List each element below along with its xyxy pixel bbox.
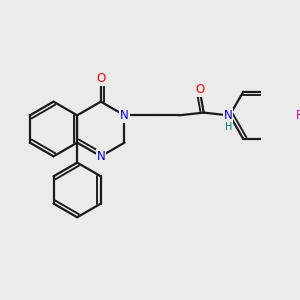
Text: H: H xyxy=(225,122,232,132)
Text: F: F xyxy=(296,109,300,122)
Text: N: N xyxy=(120,109,129,122)
Text: N: N xyxy=(97,150,105,163)
Text: N: N xyxy=(224,109,233,122)
Text: O: O xyxy=(96,72,106,85)
Text: O: O xyxy=(195,83,204,96)
